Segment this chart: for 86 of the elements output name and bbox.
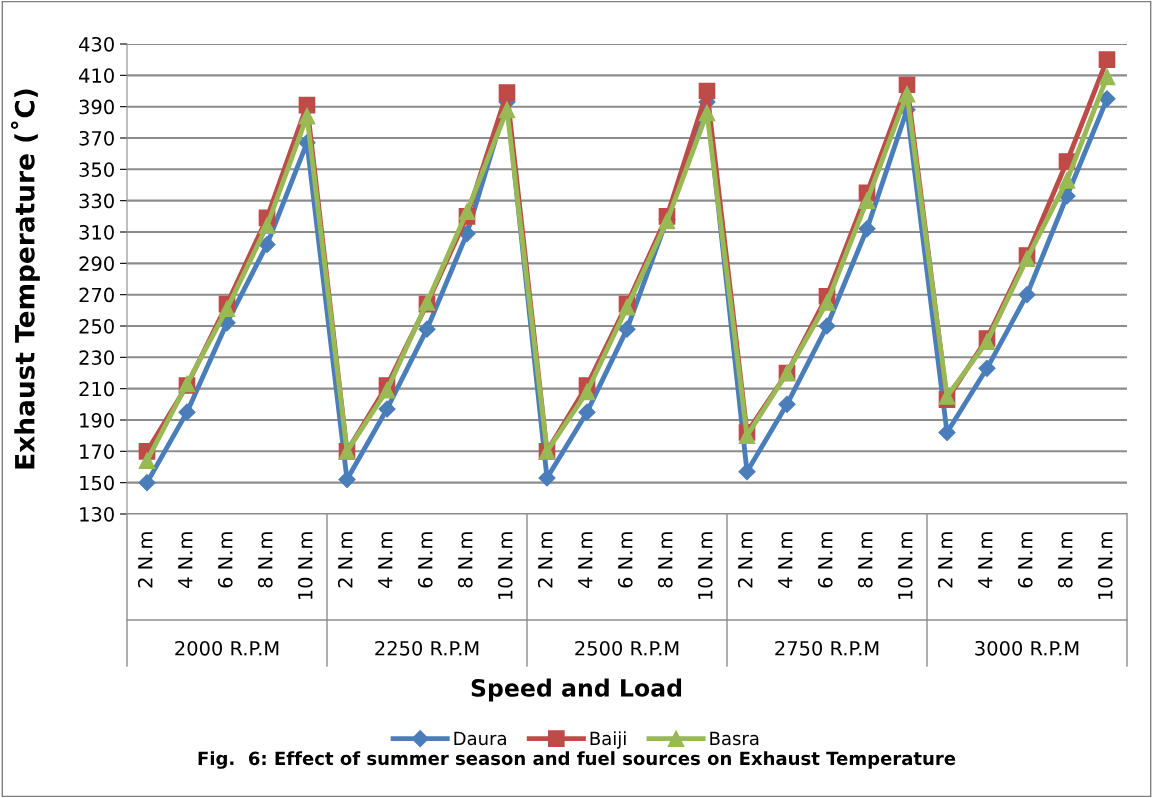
x-tick-label: 4 N.m [578, 532, 593, 588]
y-tick-label: 370 [79, 130, 114, 146]
x-tick-label: 4 N.m [778, 532, 793, 588]
point [898, 85, 916, 103]
y-tick-label: 190 [80, 412, 114, 428]
point [578, 403, 596, 421]
point [418, 320, 436, 338]
x-axis-title: Speed and Load [471, 678, 682, 702]
x-tick-label: 2 N.m [937, 532, 953, 588]
point [698, 104, 716, 122]
y-axis-title: Exhaust Temperature (˚C) [10, 89, 40, 469]
point [138, 474, 156, 492]
x-tick-label: 10 N.m [497, 532, 513, 600]
x-tick-label: 6 N.m [417, 532, 433, 588]
y-tick-label: 310 [79, 224, 114, 240]
x-tick-label: 6 N.m [817, 532, 833, 588]
point [618, 320, 636, 338]
x-tick-label: 2 N.m [137, 532, 153, 588]
y-tick-label: 210 [79, 381, 114, 397]
point [1018, 286, 1036, 304]
text: 3000 R.P.M [975, 640, 1079, 656]
y-tick-label: 250 [79, 318, 114, 334]
x-tick-label: 2 N.m [537, 532, 553, 588]
point [538, 469, 556, 487]
text: 2500 R.P.M [575, 640, 679, 656]
point [498, 101, 516, 119]
point [138, 452, 156, 470]
legend-label: Baiji [590, 731, 626, 749]
point [818, 294, 836, 311]
point [458, 225, 476, 243]
y-tick-label: 430 [79, 36, 114, 52]
point [578, 383, 596, 401]
y-tick-label: 230 [79, 350, 114, 365]
point [458, 203, 476, 220]
point [498, 84, 516, 101]
point [378, 400, 396, 418]
x-tick-label: 6 N.m [617, 532, 633, 588]
point [258, 235, 276, 254]
x-tick-label: 8 N.m [857, 532, 873, 588]
point [258, 217, 276, 235]
y-tick-label: 150 [80, 475, 114, 491]
point [1098, 90, 1116, 108]
y-tick-label: 130 [80, 506, 114, 522]
point [818, 317, 836, 335]
point [938, 423, 956, 442]
x-tick-label: 4 N.m [978, 532, 993, 588]
x-tick-label: 6 N.m [1017, 532, 1033, 588]
x-tick-label: 8 N.m [1057, 532, 1073, 588]
x-tick-label: 2 N.m [737, 532, 753, 588]
x-tick-label: 8 N.m [457, 532, 473, 588]
legend-label: Daura [454, 731, 506, 746]
point [778, 395, 796, 413]
point [978, 333, 996, 351]
point [1098, 51, 1116, 69]
x-tick-label: 6 N.m [217, 532, 233, 588]
y-tick-label: 290 [79, 256, 114, 271]
point [978, 359, 996, 377]
y-tick-label: 390 [79, 99, 114, 115]
point [298, 107, 316, 125]
text: 2750 R.P.M [775, 640, 879, 656]
point [858, 192, 876, 210]
x-tick-label: 10 N.m [1097, 532, 1113, 600]
legend-label: Basra [710, 731, 759, 746]
point [178, 403, 196, 421]
x-tick-label: 4 N.m [378, 532, 393, 588]
point [1098, 68, 1116, 86]
x-tick-label: 2 N.m [337, 532, 353, 588]
point [1058, 171, 1076, 189]
y-tick-label: 350 [79, 162, 114, 177]
point [218, 300, 236, 318]
text: 2250 R.P.M [375, 640, 479, 656]
x-tick-label: 10 N.m [697, 532, 713, 600]
point [698, 82, 716, 100]
y-tick-label: 410 [79, 68, 114, 83]
x-tick-label: 4 N.m [178, 532, 193, 588]
y-tick-label: 170 [80, 444, 114, 459]
point [378, 381, 396, 399]
y-tick-label: 330 [79, 193, 114, 209]
x-tick-label: 8 N.m [657, 532, 673, 588]
x-tick-label: 10 N.m [897, 532, 913, 600]
point [858, 220, 876, 238]
x-tick-label: 10 N.m [297, 532, 313, 600]
caption: Fig. 6: Effect of summer season and fuel sources on Exhaust Temperature [198, 751, 956, 769]
y-tick-label: 270 [79, 287, 114, 303]
x-tick-label: 8 N.m [257, 532, 273, 588]
text: 2000 R.P.M [175, 640, 279, 656]
